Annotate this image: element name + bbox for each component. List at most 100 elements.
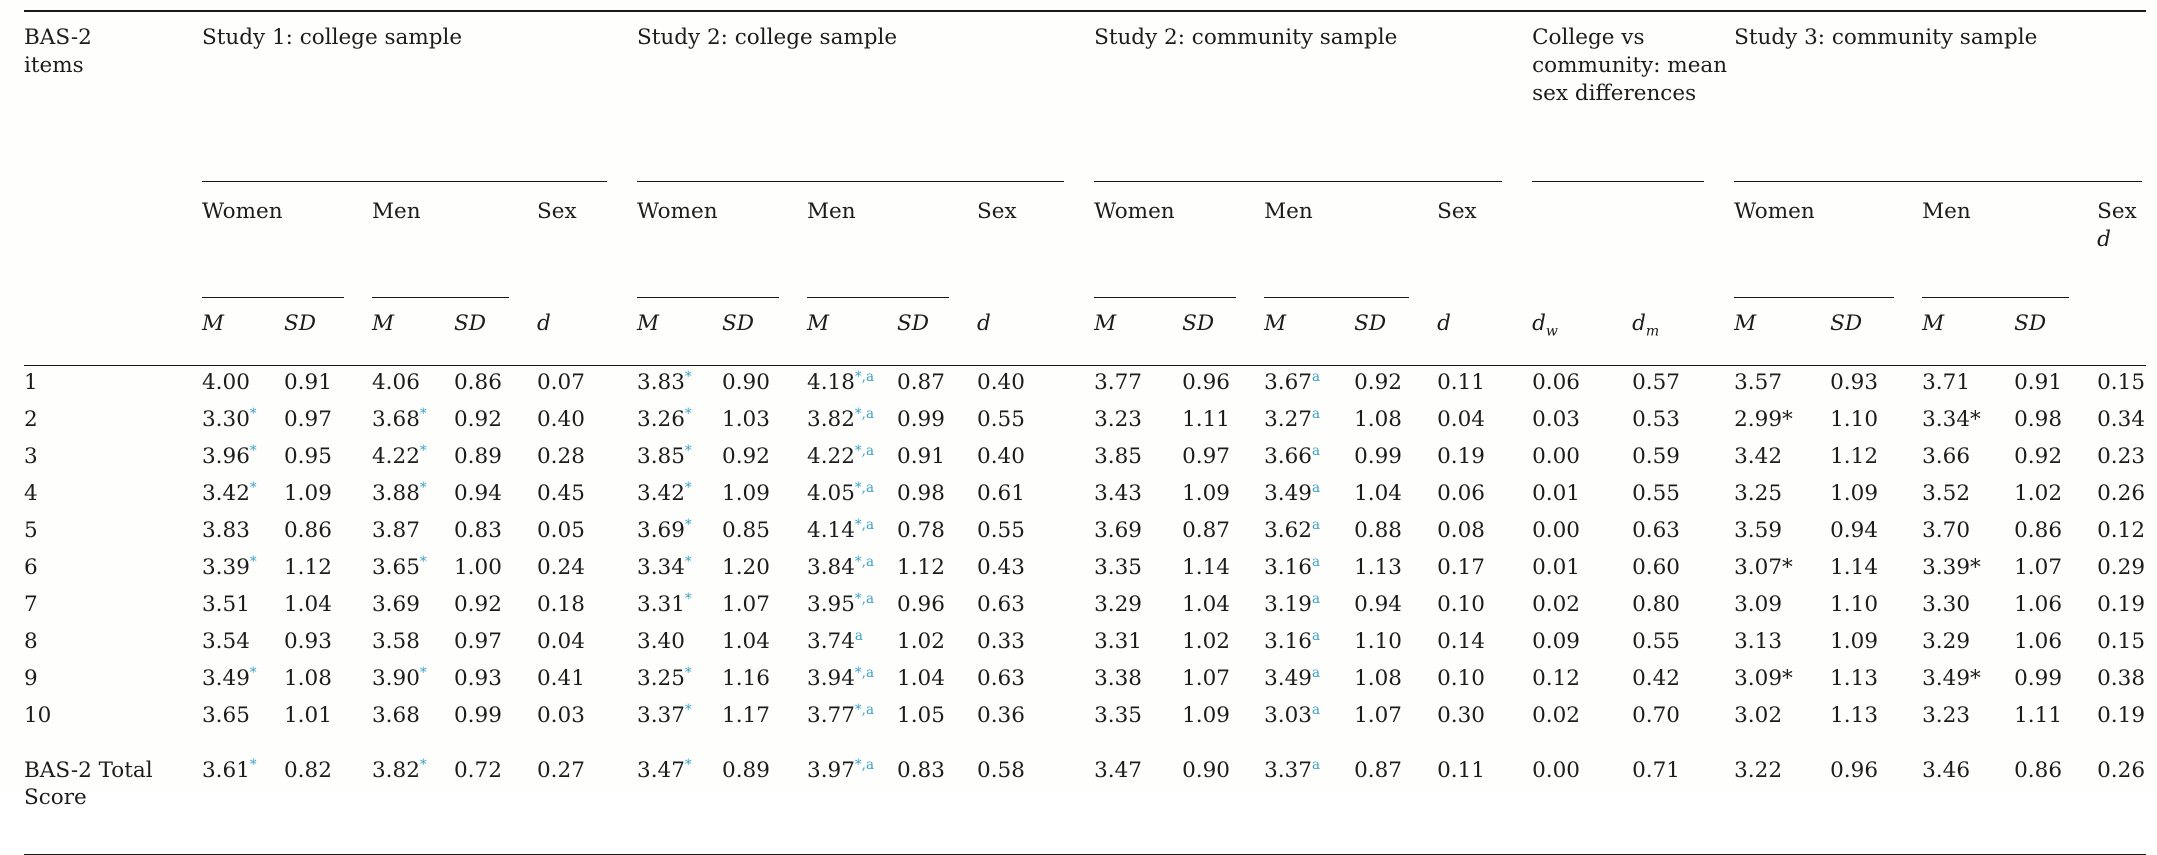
- value-cell: 3.59: [1734, 518, 1782, 543]
- dm-subscript: m: [1645, 323, 1660, 340]
- value-cell: 3.47: [1094, 758, 1142, 783]
- value-cell: 3.52: [1922, 481, 1970, 506]
- value-cell: 0.92: [454, 407, 502, 432]
- value-cell: 0.11: [1437, 370, 1485, 395]
- value-cell: 3.42*: [637, 477, 722, 514]
- value-cell: 0.60: [1632, 555, 1680, 580]
- value-cell: 0.14: [1437, 629, 1485, 654]
- significance-marker: *: [419, 479, 427, 496]
- value-cell: 3.65*: [372, 551, 454, 588]
- row-label: 10: [24, 703, 52, 728]
- value-cell: 3.94*,a: [807, 662, 897, 699]
- value-cell: 0.61: [977, 481, 1025, 506]
- value-cell: 1.12: [1830, 444, 1878, 469]
- table-row: 6 3.39* 1.12 3.65* 1.00 0.24 3.34* 1.20 3.84*,a 1…: [24, 551, 2146, 588]
- value-cell: 0.00: [1532, 518, 1580, 543]
- value-cell: 0.85: [722, 518, 770, 543]
- significance-marker: *: [249, 664, 257, 681]
- d-label: d: [2097, 226, 2111, 252]
- value-cell: 0.71: [1632, 758, 1680, 783]
- value-cell: 1.07: [1354, 703, 1402, 728]
- significance-marker: *: [419, 664, 427, 681]
- significance-marker: a: [1311, 479, 1321, 496]
- sex-label: Sex: [2097, 199, 2137, 224]
- value-cell: 0.99: [1354, 444, 1402, 469]
- value-cell: 1.08: [1354, 666, 1402, 691]
- value-cell: 0.12: [2097, 518, 2145, 543]
- value-cell: 3.90*: [372, 662, 454, 699]
- sex-d-header: Sex d: [2097, 182, 2146, 298]
- value-cell: 0.04: [1437, 407, 1485, 432]
- value-cell: 0.01: [1532, 555, 1580, 580]
- table-body: 1 4.00 0.91 4.06 0.86 0.07 3.83* 0.90 4.18*,a 0.8…: [24, 366, 2146, 855]
- value-cell: 3.54: [202, 629, 250, 654]
- value-cell: 3.85: [1094, 444, 1142, 469]
- value-cell: 1.00: [454, 555, 502, 580]
- significance-marker: a: [1311, 442, 1321, 459]
- value-text: 3.49: [1264, 481, 1312, 506]
- value-cell: 1.10: [1354, 629, 1402, 654]
- value-cell: 0.34: [2097, 407, 2145, 432]
- value-cell: 0.19: [2097, 592, 2145, 617]
- sex-header-row: Women Men Sex Women Men Sex Women Men Se…: [24, 182, 2146, 298]
- women-header: Women: [202, 182, 372, 298]
- value-cell: 1.09: [284, 481, 332, 506]
- value-cell: 0.06: [1532, 370, 1580, 395]
- value-text: 3.31: [637, 592, 685, 617]
- value-cell: 0.02: [1532, 703, 1580, 728]
- women-header: Women: [1094, 182, 1264, 298]
- value-cell: 0.87: [897, 370, 945, 395]
- value-cell: 1.13: [1354, 555, 1402, 580]
- value-cell: 0.98: [897, 481, 945, 506]
- value-text: 3.83: [637, 370, 685, 395]
- value-cell: 3.66: [1922, 444, 1970, 469]
- sex-header: Sex: [1437, 199, 1477, 224]
- value-cell: 2.99*: [1734, 407, 1793, 432]
- value-cell: 3.83*: [637, 366, 722, 404]
- significance-marker: a: [1311, 664, 1321, 681]
- value-text: 3.16: [1264, 555, 1312, 580]
- men-header: Men: [1264, 182, 1437, 298]
- value-cell: 0.12: [1532, 666, 1580, 691]
- value-cell: 0.55: [1632, 629, 1680, 654]
- significance-marker: a: [1311, 368, 1321, 385]
- value-cell: 1.01: [284, 703, 332, 728]
- sd-header: SD: [1182, 298, 1265, 366]
- value-text: 4.22: [372, 444, 420, 469]
- value-cell: 1.16: [722, 666, 770, 691]
- value-cell: 0.86: [2014, 518, 2062, 543]
- value-cell: 3.31: [1094, 629, 1142, 654]
- significance-marker: *: [249, 442, 257, 459]
- value-cell: 0.02: [1532, 592, 1580, 617]
- row-label: 4: [24, 481, 38, 506]
- value-cell: 1.09: [1182, 481, 1230, 506]
- value-cell: 0.55: [977, 518, 1025, 543]
- value-cell: 0.83: [454, 518, 502, 543]
- significance-marker: *,a: [854, 405, 875, 422]
- value-cell: 4.00: [202, 370, 250, 395]
- significance-marker: *: [684, 664, 692, 681]
- dw-header: dw: [1532, 298, 1633, 366]
- value-cell: 0.92: [1354, 370, 1402, 395]
- value-cell: 3.37a: [1264, 736, 1354, 854]
- d-header: d: [537, 298, 638, 366]
- value-cell: 3.25: [1734, 481, 1782, 506]
- value-text: 3.74: [807, 629, 855, 654]
- mean-header: M: [372, 298, 454, 366]
- significance-marker: a: [854, 627, 863, 644]
- dm-header: dm: [1632, 298, 1735, 366]
- dw-subscript: w: [1545, 323, 1558, 340]
- significance-marker: *: [684, 479, 692, 496]
- mean-header: M: [1922, 298, 2015, 366]
- value-cell: 0.26: [2097, 758, 2145, 783]
- value-cell: 0.88: [1354, 518, 1402, 543]
- group-header-college-vs-community: College vs community: mean sex differenc…: [1532, 11, 1734, 182]
- significance-marker: *,a: [854, 590, 875, 607]
- value-text: 3.39: [202, 555, 250, 580]
- value-cell: 0.86: [454, 370, 502, 395]
- value-cell: 0.63: [1632, 518, 1680, 543]
- value-cell: 3.47*: [637, 736, 722, 854]
- value-cell: 4.05*,a: [807, 477, 897, 514]
- men-header: Men: [1922, 182, 2097, 298]
- value-cell: 0.63: [977, 666, 1025, 691]
